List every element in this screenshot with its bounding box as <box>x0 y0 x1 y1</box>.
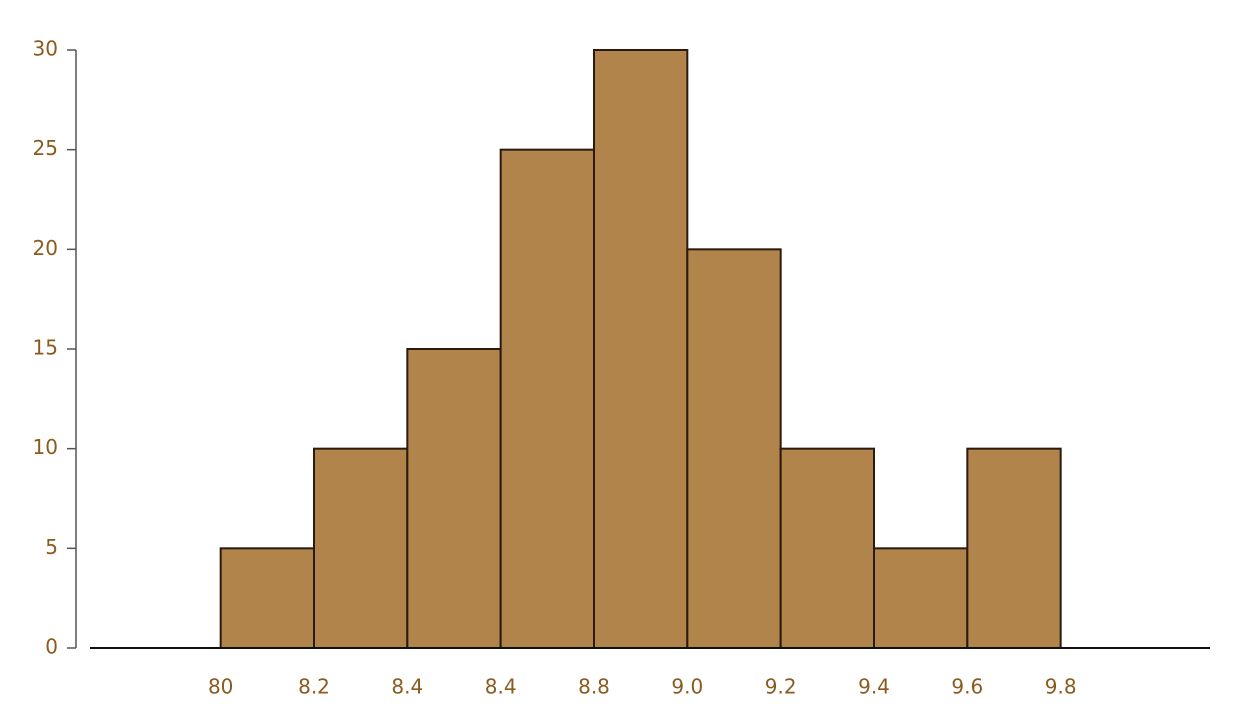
x-tick-label: 8.4 <box>485 675 517 699</box>
x-tick-label: 9.0 <box>671 675 703 699</box>
x-tick-label: 8.2 <box>298 675 330 699</box>
y-tick-label: 15 <box>33 336 58 360</box>
x-tick-label: 9.8 <box>1045 675 1077 699</box>
bar <box>593 49 689 649</box>
bar <box>406 348 502 649</box>
bar <box>686 248 782 649</box>
bar <box>966 447 1062 649</box>
x-tick-label: 9.4 <box>858 675 890 699</box>
bar <box>313 447 409 649</box>
y-tick-label: 10 <box>33 435 58 459</box>
bar <box>873 547 969 649</box>
y-tick-label: 20 <box>33 236 58 260</box>
bar <box>779 447 876 649</box>
y-tick-label: 25 <box>33 136 58 160</box>
x-tick-label: 8.8 <box>578 675 610 699</box>
y-tick-label: 30 <box>33 37 58 61</box>
x-tick-label: 9.2 <box>765 675 797 699</box>
y-tick-label: 5 <box>45 535 58 559</box>
x-tick-label: 9.6 <box>951 675 983 699</box>
x-tick-label: 8.4 <box>391 675 423 699</box>
y-tick-label: 0 <box>45 635 58 659</box>
x-tick-label: 80 <box>208 675 233 699</box>
bar <box>219 547 316 649</box>
bar <box>499 148 595 650</box>
